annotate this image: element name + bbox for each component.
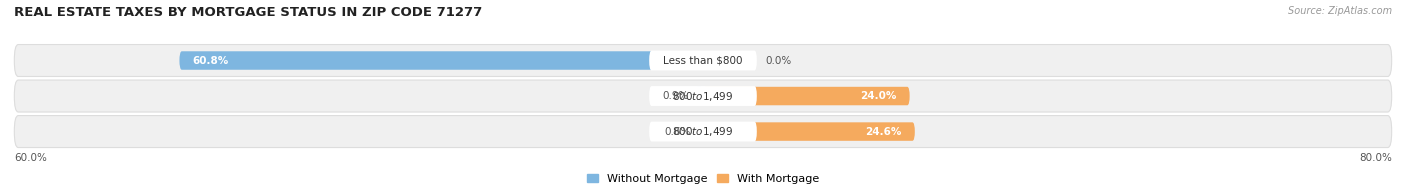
FancyBboxPatch shape xyxy=(650,51,756,71)
Text: 24.6%: 24.6% xyxy=(866,127,901,137)
Text: 0.0%: 0.0% xyxy=(765,55,792,65)
FancyBboxPatch shape xyxy=(703,122,915,141)
Legend: Without Mortgage, With Mortgage: Without Mortgage, With Mortgage xyxy=(588,174,818,184)
Text: 60.8%: 60.8% xyxy=(193,55,229,65)
Text: Less than $800: Less than $800 xyxy=(664,55,742,65)
Text: 24.0%: 24.0% xyxy=(860,91,897,101)
Text: Source: ZipAtlas.com: Source: ZipAtlas.com xyxy=(1288,6,1392,16)
Text: $800 to $1,499: $800 to $1,499 xyxy=(672,90,734,103)
FancyBboxPatch shape xyxy=(14,116,1392,148)
Text: 60.0%: 60.0% xyxy=(14,153,46,163)
FancyBboxPatch shape xyxy=(650,122,756,142)
FancyBboxPatch shape xyxy=(14,44,1392,76)
FancyBboxPatch shape xyxy=(697,122,703,141)
Text: $800 to $1,499: $800 to $1,499 xyxy=(672,125,734,138)
Text: 0.9%: 0.9% xyxy=(662,91,689,101)
Text: REAL ESTATE TAXES BY MORTGAGE STATUS IN ZIP CODE 71277: REAL ESTATE TAXES BY MORTGAGE STATUS IN … xyxy=(14,6,482,19)
FancyBboxPatch shape xyxy=(650,86,756,106)
FancyBboxPatch shape xyxy=(180,51,703,70)
Text: 0.6%: 0.6% xyxy=(665,127,690,137)
FancyBboxPatch shape xyxy=(703,87,910,105)
FancyBboxPatch shape xyxy=(695,87,703,105)
FancyBboxPatch shape xyxy=(14,80,1392,112)
Text: 80.0%: 80.0% xyxy=(1360,153,1392,163)
